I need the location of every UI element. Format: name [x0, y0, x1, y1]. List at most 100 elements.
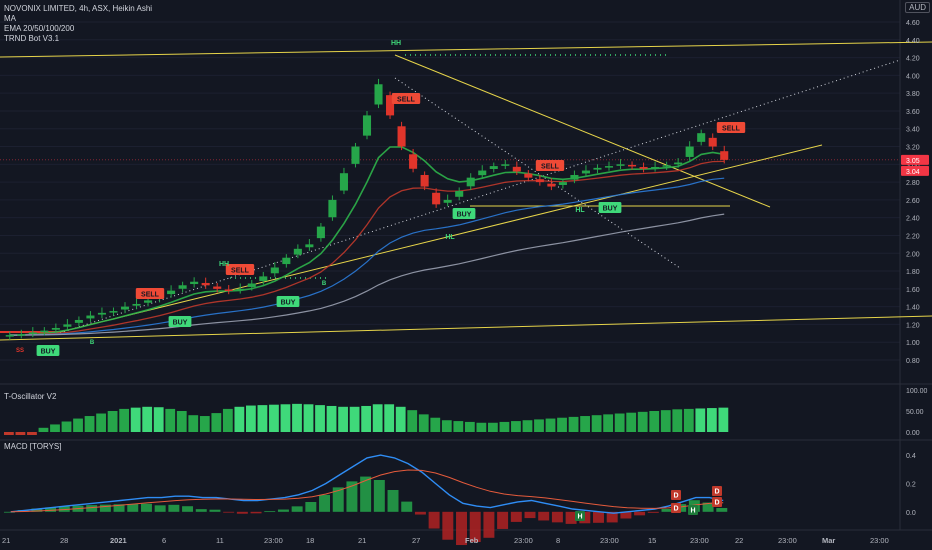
candle [362, 115, 372, 136]
osc-bar [476, 422, 487, 432]
osc-bar [453, 421, 464, 432]
buy-signal [276, 296, 300, 307]
hh-label: HH [219, 261, 229, 268]
candle [247, 283, 256, 287]
price-tick-label: 1.20 [906, 322, 920, 329]
macd-h-signal [575, 511, 585, 521]
candle [74, 319, 83, 323]
osc-bar [626, 412, 637, 432]
osc-bar [603, 414, 614, 432]
candles [5, 78, 729, 340]
osc-bar [545, 418, 556, 432]
currency-badge[interactable]: AUD [905, 2, 930, 13]
osc-bar [534, 419, 544, 432]
macd-hist-bar [428, 511, 440, 529]
osc-tick-label: 50.00 [906, 409, 924, 416]
buy-signal [598, 202, 622, 213]
candle [40, 330, 49, 333]
ema-line [9, 213, 725, 336]
price-tick-label: 3.40 [906, 127, 920, 134]
buy-signal [168, 316, 192, 327]
candle [190, 281, 199, 285]
indicator-ma[interactable]: MA [4, 14, 16, 23]
sell-signal [225, 264, 255, 275]
candle [570, 174, 579, 180]
osc-bar [418, 414, 429, 432]
time-tick-label: 6 [162, 536, 166, 545]
osc-pane-title[interactable]: T-Oscillator V2 [4, 392, 57, 401]
osc-bar [246, 405, 256, 432]
osc-bar [119, 408, 130, 432]
time-tick-label: 18 [306, 536, 314, 545]
indicator-ema[interactable]: EMA 20/50/100/200 [4, 24, 75, 33]
osc-bar [176, 411, 187, 432]
macd-hist-bar [332, 487, 344, 512]
candle [432, 192, 441, 205]
price-tick-label: 4.20 [906, 56, 920, 63]
macd-h-signal-text: H [577, 514, 582, 521]
osc-bar [695, 408, 706, 432]
osc-bar [222, 408, 233, 432]
osc-bar [234, 406, 245, 432]
osc-bar [407, 410, 418, 432]
candle [466, 177, 475, 187]
macd-hist-bar [236, 511, 248, 514]
osc-bar [568, 416, 579, 432]
osc-tick-label: 0.00 [906, 430, 920, 437]
candle [685, 146, 694, 157]
osc-bar [188, 415, 199, 432]
osc-bar [280, 404, 291, 432]
price-tick-label: 3.00 [906, 162, 920, 169]
candle [593, 167, 602, 170]
osc-bar [488, 422, 498, 432]
price-tick-label: 1.40 [906, 305, 920, 312]
price-tick-label: 1.60 [906, 287, 920, 294]
candle [109, 311, 118, 313]
macd-d-signal-text: D [673, 493, 678, 500]
osc-bar [372, 404, 383, 432]
buy-signal-text: BUY [603, 205, 618, 212]
osc-bar [718, 407, 729, 432]
candle [213, 286, 222, 289]
candle [397, 126, 406, 147]
macd-hist-bar [4, 511, 15, 513]
macd-hist-bar [264, 511, 276, 513]
candle [293, 248, 302, 255]
indicator-trnd[interactable]: TRND Bot V3.1 [4, 34, 60, 43]
macd-tick-label: 0.0 [906, 510, 916, 517]
osc-bar [683, 408, 694, 432]
macd-hist-bar [442, 511, 454, 540]
osc-bar [142, 406, 153, 432]
price-tick-label: 4.40 [906, 38, 920, 45]
candle [535, 179, 544, 183]
time-tick-label: 2021 [110, 536, 127, 545]
hl-label: HL [575, 207, 585, 214]
price-tick-label: 3.80 [906, 91, 920, 98]
macd-hist-bar [524, 511, 536, 519]
macd-hist-bar [606, 511, 618, 523]
macd-hist-bar [497, 511, 509, 529]
osc-bar [50, 424, 60, 432]
macd-pane-title[interactable]: MACD [TORYS] [4, 442, 62, 451]
sell-signal [391, 93, 421, 104]
symbol-line[interactable]: NOVONIX LIMITED, 4h, ASX, Heikin Ashi [4, 4, 153, 13]
time-tick-label: 22 [735, 536, 743, 545]
macd-pane [4, 454, 728, 546]
candle [558, 182, 567, 185]
candle [674, 162, 683, 165]
macd-hist-bar [661, 508, 673, 512]
price-tick-label: 2.40 [906, 216, 920, 223]
candle [270, 267, 279, 274]
macd-hist-bar [113, 504, 125, 512]
price-tick-label: 4.60 [906, 20, 920, 27]
macd-hist-bar [538, 511, 550, 521]
macd-hist-bar [565, 511, 577, 524]
osc-bar [430, 417, 441, 432]
macd-hist-bar [634, 511, 646, 516]
macd-signal-line [10, 469, 724, 513]
buy-signal [36, 345, 60, 356]
oscillator-bars [4, 403, 729, 435]
candle [478, 170, 487, 176]
sell-signal-text: SELL [231, 267, 250, 274]
